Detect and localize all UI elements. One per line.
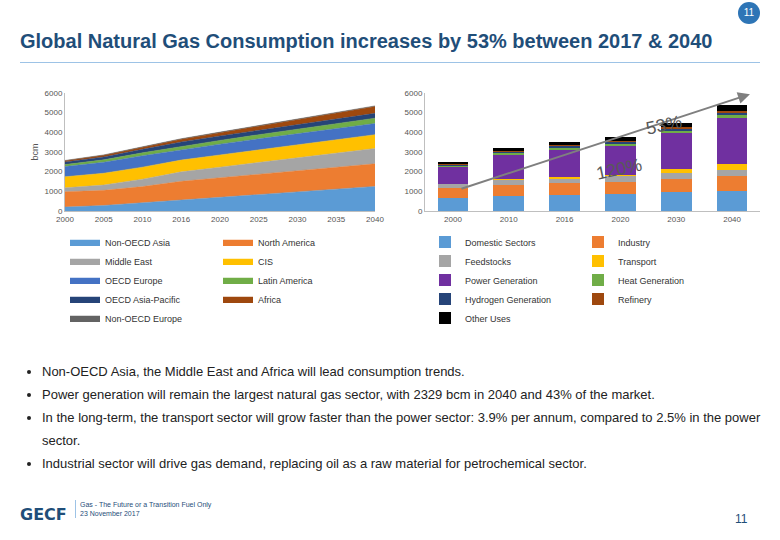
svg-text:2000: 2000 [45, 167, 63, 176]
svg-text:2000: 2000 [444, 215, 462, 224]
svg-text:bcm: bcm [30, 143, 40, 160]
svg-text:Transport: Transport [618, 257, 657, 267]
svg-text:2030: 2030 [289, 215, 307, 224]
svg-text:0: 0 [58, 207, 63, 216]
svg-text:2040: 2040 [366, 215, 384, 224]
html-text:23 November 2017: 23 November 2017 [80, 510, 140, 517]
svg-text:CIS: CIS [258, 257, 273, 267]
svg-text:Power Generation: Power Generation [465, 276, 538, 286]
svg-text:5000: 5000 [405, 108, 423, 117]
svg-text:2020: 2020 [211, 215, 229, 224]
svg-text:Refinery: Refinery [618, 295, 652, 305]
svg-text:Non-OECD Europe: Non-OECD Europe [105, 314, 182, 324]
svg-text:2020: 2020 [612, 215, 630, 224]
html-text:Non-OECD Asia, the Middle East: Non-OECD Asia, the Middle East and Afric… [42, 364, 465, 379]
svg-text:2010: 2010 [134, 215, 152, 224]
html-text:Gas - The Future or a Transiti: Gas - The Future or a Transition Fuel On… [80, 501, 212, 508]
svg-text:2030: 2030 [667, 215, 685, 224]
svg-text:4000: 4000 [405, 128, 423, 137]
svg-text:OECD Europe: OECD Europe [105, 276, 163, 286]
svg-text:Heat Generation: Heat Generation [618, 276, 684, 286]
svg-text:5000: 5000 [45, 108, 63, 117]
svg-text:2010: 2010 [500, 215, 518, 224]
svg-text:Latin America: Latin America [258, 276, 313, 286]
svg-text:Hydrogen Generation: Hydrogen Generation [465, 295, 551, 305]
svg-text:Africa: Africa [258, 295, 281, 305]
html-text:11: 11 [743, 7, 755, 18]
svg-text:Feedstocks: Feedstocks [465, 257, 512, 267]
svg-text:OECD Asia-Pacific: OECD Asia-Pacific [105, 295, 181, 305]
svg-text:2016: 2016 [172, 215, 190, 224]
svg-text:3000: 3000 [45, 148, 63, 157]
svg-text:6000: 6000 [45, 89, 63, 98]
svg-text:Other Uses: Other Uses [465, 314, 511, 324]
html-text:GECF: GECF [20, 505, 67, 524]
svg-text:Middle East: Middle East [105, 257, 153, 267]
html-text:In the long-term, the transpor: In the long-term, the transport sector w… [42, 410, 761, 448]
svg-text:2025: 2025 [250, 215, 268, 224]
svg-text:2000: 2000 [405, 167, 423, 176]
svg-text:1000: 1000 [405, 187, 423, 196]
svg-text:2040: 2040 [723, 215, 741, 224]
svg-text:Industry: Industry [618, 238, 651, 248]
svg-text:0: 0 [418, 207, 423, 216]
svg-text:6000: 6000 [405, 89, 423, 98]
html-text:Global Natural Gas Consumption: Global Natural Gas Consumption increases… [20, 30, 713, 52]
svg-text:120%: 120% [595, 154, 644, 183]
svg-text:1000: 1000 [45, 187, 63, 196]
svg-text:Non-OECD Asia: Non-OECD Asia [105, 238, 170, 248]
html-text:Industrial sector will drive g: Industrial sector will drive gas demand,… [42, 456, 587, 471]
svg-text:53%: 53% [644, 112, 683, 139]
svg-text:4000: 4000 [45, 128, 63, 137]
svg-text:2035: 2035 [327, 215, 345, 224]
svg-text:3000: 3000 [405, 148, 423, 157]
svg-text:2005: 2005 [95, 215, 113, 224]
svg-text:North America: North America [258, 238, 315, 248]
html-text:Power generation will remain t: Power generation will remain the largest… [42, 387, 655, 402]
html-text:11: 11 [735, 512, 748, 526]
svg-text:Domestic Sectors: Domestic Sectors [465, 238, 536, 248]
svg-text:2000: 2000 [56, 215, 74, 224]
svg-text:2016: 2016 [556, 215, 574, 224]
